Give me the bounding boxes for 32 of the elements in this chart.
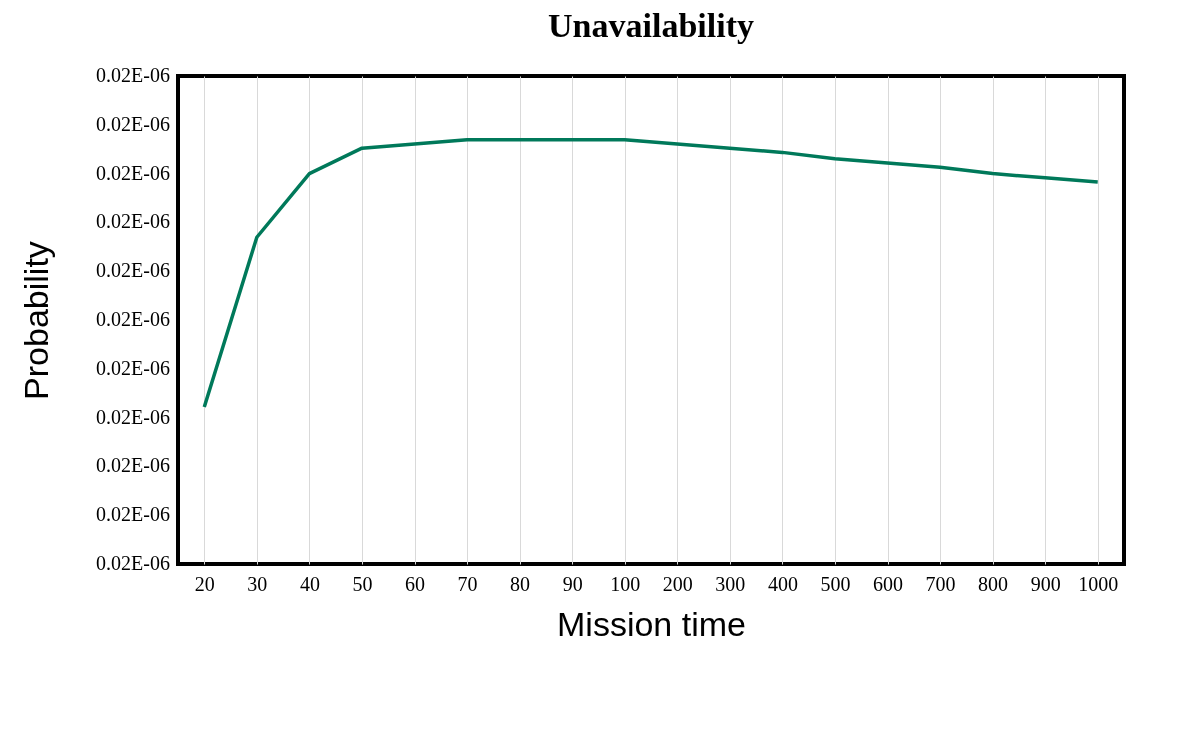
x-tick-label: 500 [820, 572, 851, 595]
text: 0.02E-06 [96, 308, 170, 330]
x-tick-label: 30 [247, 572, 268, 595]
text: 0.02E-06 [96, 552, 170, 574]
text: 0.02E-06 [96, 64, 170, 86]
x-tick-label: 50 [352, 572, 373, 595]
chart-title: Unavailability [548, 7, 754, 44]
text: 0.02E-06 [96, 259, 170, 282]
text: 0.02E-06 [96, 405, 170, 428]
x-tick-label: 900 [1030, 572, 1061, 595]
x-tick-label: 200 [662, 572, 693, 595]
x-tick-label: 70 [457, 572, 478, 595]
x-axis-title: Mission time [557, 604, 746, 643]
x-tick-label: 80 [510, 572, 531, 595]
x-tick-label: 100 [610, 572, 641, 595]
x-tick-label: 1000 [1078, 572, 1119, 595]
x-tick-label: 40 [299, 572, 320, 595]
text: 0.02E-06 [96, 161, 170, 184]
x-tick-label: 300 [715, 572, 746, 595]
x-tick-label: 60 [405, 572, 425, 595]
text: 0.02E-06 [96, 210, 170, 233]
x-tick-label: 800 [978, 572, 1009, 595]
x-tick-label: 600 [873, 572, 903, 595]
text: 0.02E-06 [96, 454, 170, 477]
text: 0.02E-06 [96, 503, 170, 526]
text: 0.02E-06 [96, 112, 170, 135]
x-tick-label: 20 [194, 572, 215, 595]
x-tick-label: 700 [925, 572, 956, 595]
x-tick-label: 90 [562, 572, 583, 595]
text: 0.02E-06 [96, 356, 170, 379]
y-axis-title: Probability [16, 241, 55, 400]
x-tick-label: 400 [767, 572, 798, 595]
